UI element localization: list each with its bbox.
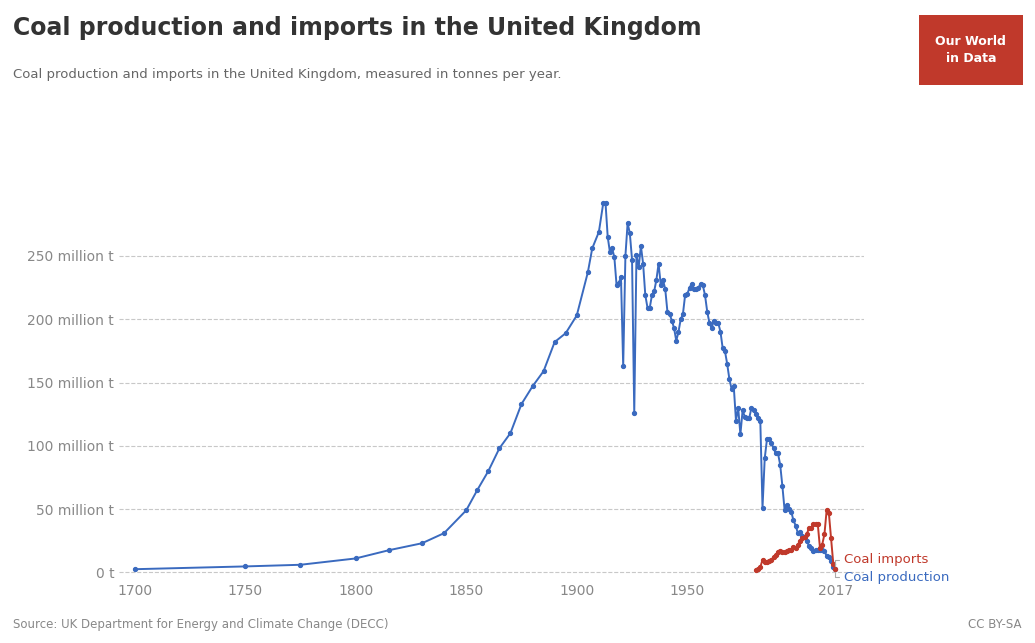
Text: Coal production and imports in the United Kingdom, measured in tonnes per year.: Coal production and imports in the Unite…	[13, 68, 562, 80]
Text: Our World
in Data: Our World in Data	[936, 35, 1006, 65]
Text: Source: UK Department for Energy and Climate Change (DECC): Source: UK Department for Energy and Cli…	[13, 619, 389, 631]
Text: Coal production and imports in the United Kingdom: Coal production and imports in the Unite…	[13, 16, 702, 40]
Text: CC BY-SA: CC BY-SA	[968, 619, 1022, 631]
Text: Coal production: Coal production	[835, 571, 950, 584]
Text: Coal imports: Coal imports	[835, 553, 928, 566]
